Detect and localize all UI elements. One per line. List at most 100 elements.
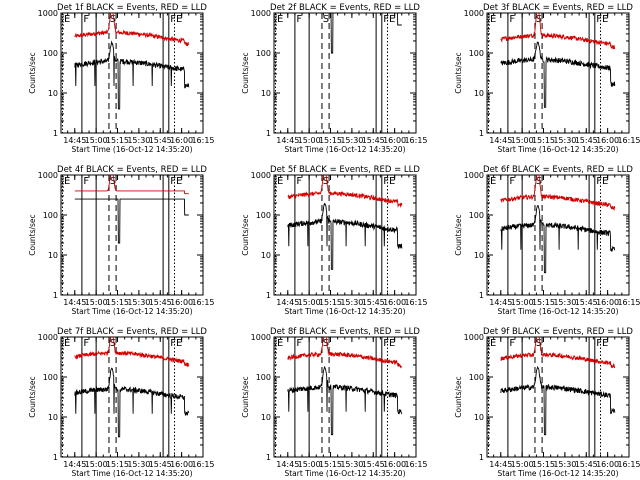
y-tick-label: 100 (469, 49, 484, 58)
y-tick-label: 1 (266, 453, 271, 462)
marker-label: E (176, 338, 182, 349)
x-tick-label: 16:00 (383, 298, 406, 307)
y-tick-label: 1000 (251, 9, 271, 18)
x-tick-label: 14:45 (276, 298, 299, 307)
y-axis-label: Counts/sec (28, 52, 37, 93)
marker-label: F (296, 338, 302, 349)
x-axis-label: Start Time (16-Oct-12 14:35:20) (284, 469, 405, 478)
y-tick-label: 1 (479, 453, 484, 462)
x-tick-label: 15:30 (340, 460, 363, 469)
x-tick-label: 15:15 (106, 460, 129, 469)
x-axis-label: Start Time (16-Oct-12 14:35:20) (284, 145, 405, 154)
x-tick-label: 14:45 (489, 136, 512, 145)
x-tick-label: 16:00 (596, 136, 619, 145)
panel-title: Det 8f BLACK = Events, RED = LLD (270, 327, 420, 337)
lld-series-line (500, 175, 616, 211)
x-tick-label: 16:15 (617, 298, 640, 307)
y-tick-label: 1 (53, 291, 58, 300)
marker-label: E (176, 14, 182, 25)
x-tick-label: 14:45 (276, 460, 299, 469)
y-tick-label: 10 (474, 413, 484, 422)
y-tick-label: 1 (53, 129, 58, 138)
x-tick-label: 15:45 (575, 298, 598, 307)
y-axis-label: Counts/sec (454, 214, 463, 255)
panel-title: Det 6f BLACK = Events, RED = LLD (483, 165, 633, 175)
marker-label: E (176, 176, 182, 187)
events-series-line (74, 198, 189, 244)
x-tick-label: 16:15 (404, 136, 427, 145)
x-axis-label: Start Time (16-Oct-12 14:35:20) (497, 145, 618, 154)
y-tick-label: 1 (266, 129, 271, 138)
panel-title: Det 1f BLACK = Events, RED = LLD (57, 3, 207, 13)
marker-label: F (383, 338, 389, 349)
x-tick-label: 14:45 (63, 460, 86, 469)
x-tick-label: 15:15 (106, 298, 129, 307)
marker-label: E (490, 176, 496, 187)
marker-label: F (383, 176, 389, 187)
y-tick-label: 10 (474, 89, 484, 98)
x-tick-label: 15:30 (340, 298, 363, 307)
x-tick-label: 16:15 (617, 136, 640, 145)
marker-label: E (602, 338, 608, 349)
marker-label: F (596, 176, 602, 187)
marker-label: F (509, 14, 515, 25)
y-tick-label: 1000 (464, 171, 484, 180)
marker-label: F (83, 338, 89, 349)
y-tick-label: 1 (53, 453, 58, 462)
panel-title: Det 4f BLACK = Events, RED = LLD (57, 165, 207, 175)
events-series-line (287, 365, 403, 436)
events-series-line (500, 41, 616, 108)
y-tick-label: 1 (266, 291, 271, 300)
x-tick-label: 15:00 (85, 136, 108, 145)
marker-label: F (509, 338, 515, 349)
marker-label: E (602, 14, 608, 25)
y-tick-label: 10 (48, 251, 58, 260)
x-tick-label: 15:30 (127, 460, 150, 469)
marker-label: E (602, 176, 608, 187)
y-tick-label: 100 (43, 373, 58, 382)
marker-label: E (277, 176, 283, 187)
marker-label: E (389, 14, 395, 25)
x-tick-label: 15:00 (298, 460, 321, 469)
y-tick-label: 100 (43, 49, 58, 58)
y-tick-label: 1 (479, 291, 484, 300)
marker-label: F (170, 14, 176, 25)
lld-series-line (74, 337, 190, 368)
y-tick-label: 100 (469, 211, 484, 220)
detector-panel-7: Det 7f BLACK = Events, RED = LLD 1 10 100 10… (28, 327, 215, 478)
x-tick-label: 15:30 (553, 460, 576, 469)
x-tick-label: 16:00 (170, 136, 193, 145)
panel-title: Det 5f BLACK = Events, RED = LLD (270, 165, 420, 175)
x-tick-label: 15:30 (127, 298, 150, 307)
marker-label: E (490, 14, 496, 25)
detector-panel-4: Det 4f BLACK = Events, RED = LLD 1 10 100 10… (28, 165, 215, 316)
series-group (500, 337, 616, 436)
x-tick-label: 15:00 (511, 136, 534, 145)
detector-panel-9: Det 9f BLACK = Events, RED = LLD 1 10 100 10… (454, 327, 640, 478)
x-tick-label: 16:15 (404, 298, 427, 307)
x-tick-label: 15:15 (532, 460, 555, 469)
marker-label: S (536, 338, 542, 349)
marker-label: S (536, 176, 542, 187)
panel-title: Det 9f BLACK = Events, RED = LLD (483, 327, 633, 337)
x-tick-label: 15:45 (362, 136, 385, 145)
events-series-line (287, 202, 403, 270)
y-tick-label: 10 (261, 413, 271, 422)
marker-label: E (490, 338, 496, 349)
x-tick-label: 15:00 (511, 298, 534, 307)
marker-label: E (277, 338, 283, 349)
marker-label: F (83, 176, 89, 187)
x-tick-label: 15:15 (319, 460, 342, 469)
y-tick-label: 1000 (38, 9, 58, 18)
x-tick-label: 16:15 (404, 460, 427, 469)
y-axis-label: Counts/sec (28, 376, 37, 417)
x-tick-label: 15:15 (319, 298, 342, 307)
x-tick-label: 15:00 (298, 136, 321, 145)
marker-label: S (110, 176, 116, 187)
x-tick-label: 15:45 (362, 298, 385, 307)
x-tick-label: 14:45 (63, 136, 86, 145)
x-tick-label: 14:45 (489, 298, 512, 307)
x-tick-label: 16:00 (596, 460, 619, 469)
events-series-line (500, 204, 616, 274)
